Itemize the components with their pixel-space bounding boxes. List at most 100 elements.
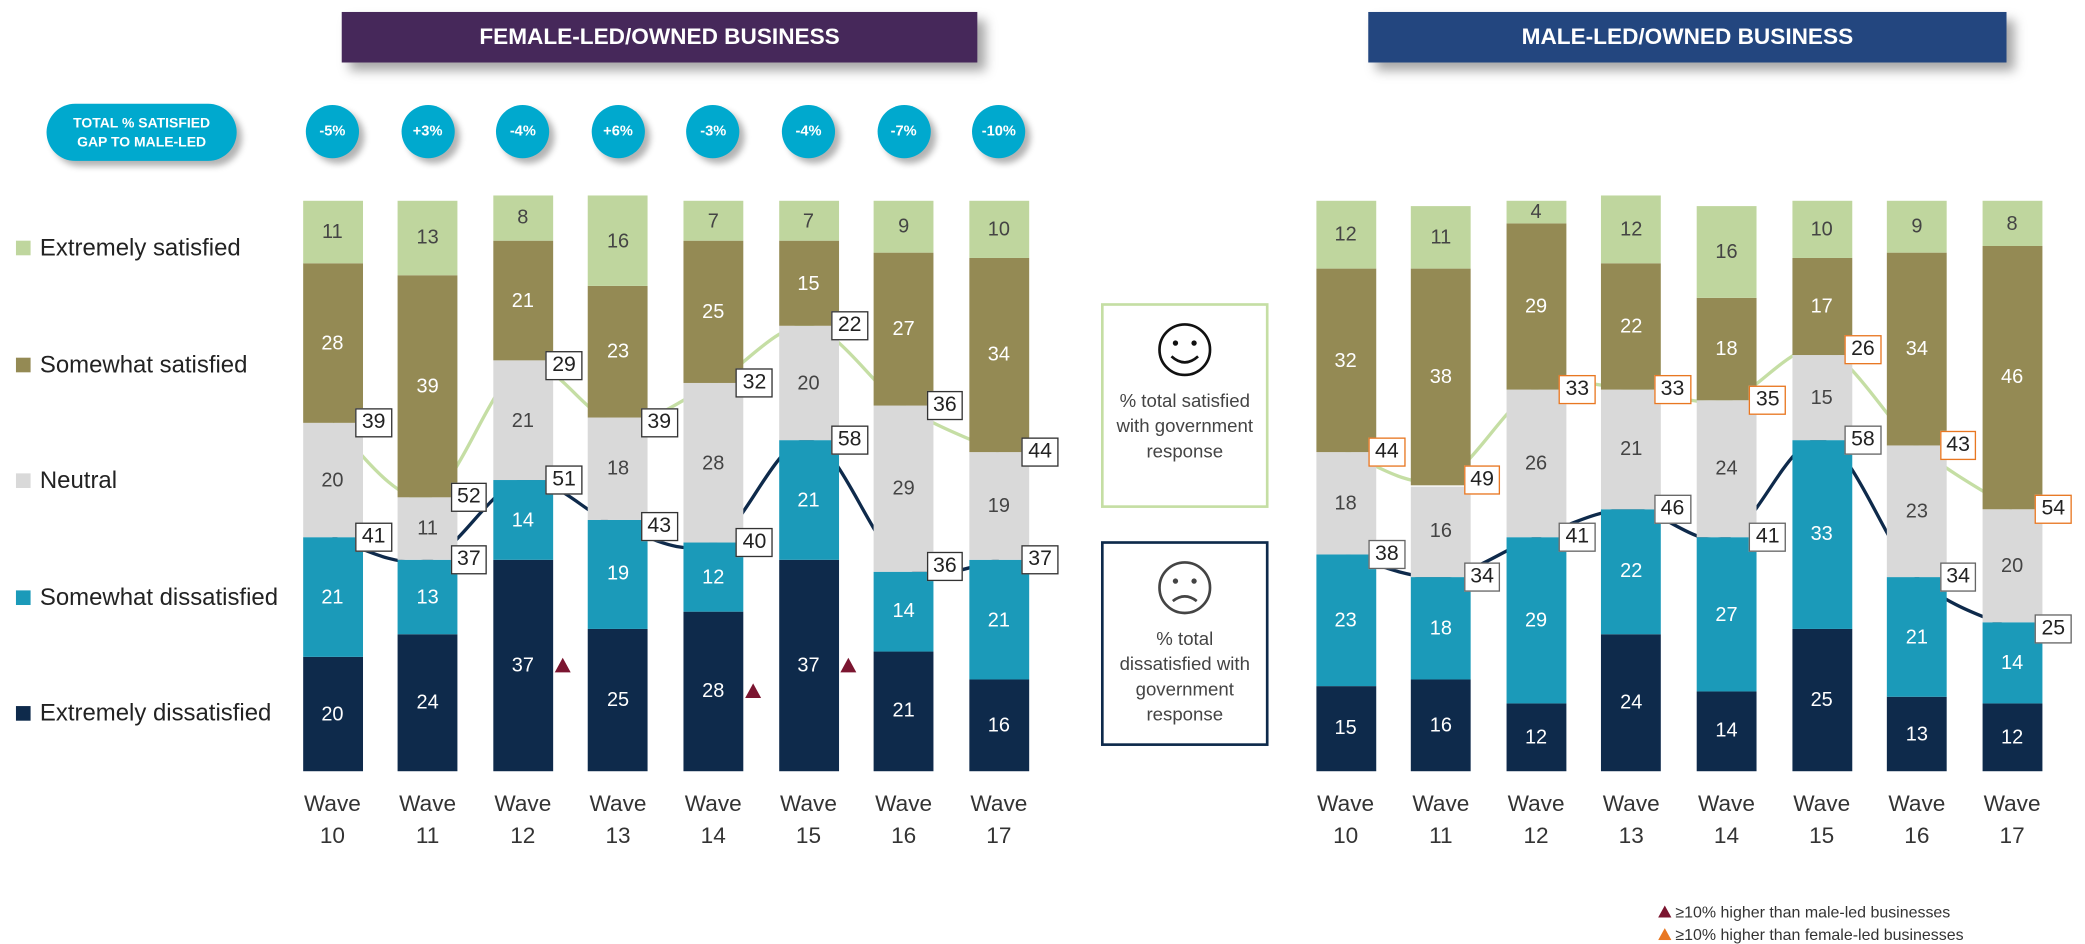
- bar-segment: 39: [397, 274, 458, 498]
- flag-marker: [554, 657, 571, 673]
- data-label: 28: [321, 332, 344, 355]
- line-label: 58: [831, 425, 869, 455]
- line-label: 39: [640, 408, 678, 438]
- data-label: 12: [1620, 217, 1643, 241]
- data-label: 9: [1911, 215, 1923, 238]
- gap-bubble: -4%: [781, 105, 836, 159]
- bar-segment: 16: [588, 195, 648, 287]
- line-label: 29: [545, 351, 583, 381]
- gap-bubble: +3%: [401, 105, 455, 159]
- data-label: 29: [1524, 608, 1548, 632]
- data-label: 15: [797, 272, 820, 295]
- bar-segment: 21: [873, 651, 934, 772]
- bar-segment: 10: [1791, 200, 1852, 258]
- data-label: 17: [1810, 294, 1833, 318]
- data-label: 22: [1620, 560, 1643, 583]
- data-label: 7: [802, 209, 815, 233]
- data-label: 19: [606, 563, 630, 586]
- data-label: 38: [1429, 366, 1452, 389]
- data-label: 18: [1334, 491, 1357, 515]
- bar-segment: 29: [1506, 537, 1566, 703]
- data-label: 13: [1905, 722, 1928, 746]
- x-tick-label: Wave 11: [1412, 791, 1470, 849]
- bar-segment: 37: [778, 560, 839, 772]
- bar-segment: 21: [968, 560, 1029, 680]
- x-tick-label: Wave 13: [1602, 791, 1660, 849]
- bar-segment: 21: [1886, 577, 1947, 698]
- data-label: 11: [1430, 226, 1452, 250]
- data-label: 20: [321, 702, 344, 726]
- data-label: 13: [416, 226, 439, 250]
- line-label: 34: [1939, 562, 1977, 592]
- line-label: 26: [1844, 334, 1882, 364]
- flag-marker: [745, 683, 762, 699]
- bar-segment: 8: [492, 195, 553, 241]
- line-label: 37: [1021, 545, 1059, 575]
- data-label: 27: [892, 317, 915, 341]
- legend-label: Somewhat satisfied: [39, 350, 248, 377]
- bar-segment: 37: [492, 560, 553, 772]
- bar-segment: 27: [873, 252, 934, 407]
- data-label: 28: [702, 451, 725, 475]
- note-text: ≥10% higher than female-led businesses: [1675, 925, 1964, 944]
- data-label: 11: [417, 517, 438, 541]
- x-tick-label: Wave 16: [1888, 791, 1946, 849]
- bar-segment: 28: [683, 611, 744, 772]
- data-label: 21: [1620, 437, 1643, 461]
- legend-swatch: [15, 240, 31, 256]
- legend-text: % total satisfied with government respon…: [1116, 389, 1254, 462]
- gap-bubble: -10%: [972, 105, 1026, 159]
- data-label: 24: [416, 691, 439, 715]
- line-label: 54: [2034, 494, 2072, 524]
- gap-bubble: +6%: [591, 105, 645, 159]
- data-label: 29: [892, 477, 915, 501]
- data-label: 12: [2000, 725, 2024, 749]
- data-label: 28: [702, 680, 725, 703]
- data-label: 21: [511, 409, 534, 432]
- data-label: 23: [606, 340, 630, 364]
- bar-segment: 23: [588, 286, 648, 418]
- data-label: 26: [1524, 451, 1548, 475]
- bar-segment: 24: [397, 634, 458, 772]
- bar-segment: 9: [873, 200, 934, 253]
- data-label: 29: [1524, 295, 1548, 318]
- x-tick-label: Wave 17: [1983, 791, 2041, 849]
- bar-segment: 23: [1886, 446, 1947, 578]
- data-label: 12: [1334, 223, 1357, 247]
- x-tick-label: Wave 16: [875, 791, 933, 849]
- legend-item: Neutral: [15, 467, 117, 495]
- legend-item: Somewhat dissatisfied: [15, 583, 278, 611]
- line-label: 39: [355, 408, 393, 438]
- data-label: 13: [416, 585, 439, 609]
- note-marker: [1658, 905, 1672, 918]
- bar-segment: 15: [1791, 354, 1852, 441]
- data-label: 21: [987, 608, 1010, 632]
- x-tick-label: Wave 12: [494, 791, 552, 849]
- bar-segment: 20: [302, 423, 363, 538]
- bar-segment: 26: [1506, 389, 1566, 538]
- bar-segment: 17: [1791, 257, 1852, 355]
- line-label: 22: [831, 311, 869, 341]
- gap-bubble: -5%: [305, 105, 360, 159]
- bar-segment: 18: [1410, 577, 1471, 680]
- bar-segment: 19: [588, 520, 648, 629]
- bar-segment: 7: [683, 200, 744, 241]
- data-label: 21: [892, 700, 915, 723]
- data-label: 12: [702, 565, 725, 589]
- bar-segment: 22: [1601, 508, 1662, 635]
- gap-title: TOTAL % SATISFIED GAP TO MALE-LED: [46, 103, 237, 161]
- bar-segment: 20: [302, 657, 363, 772]
- line-label: 46: [1654, 494, 1691, 524]
- bar-segment: 21: [778, 440, 839, 561]
- bar-segment: 20: [1982, 508, 2043, 623]
- flag-marker: [840, 657, 857, 673]
- data-label: 34: [987, 343, 1010, 367]
- data-label: 11: [322, 220, 343, 244]
- gap-title-line: GAP TO MALE-LED: [77, 133, 207, 150]
- bar-segment: 24: [1696, 400, 1757, 538]
- data-label: 23: [1905, 500, 1928, 523]
- data-label: 4: [1530, 200, 1542, 224]
- x-tick-label: Wave 13: [589, 791, 647, 849]
